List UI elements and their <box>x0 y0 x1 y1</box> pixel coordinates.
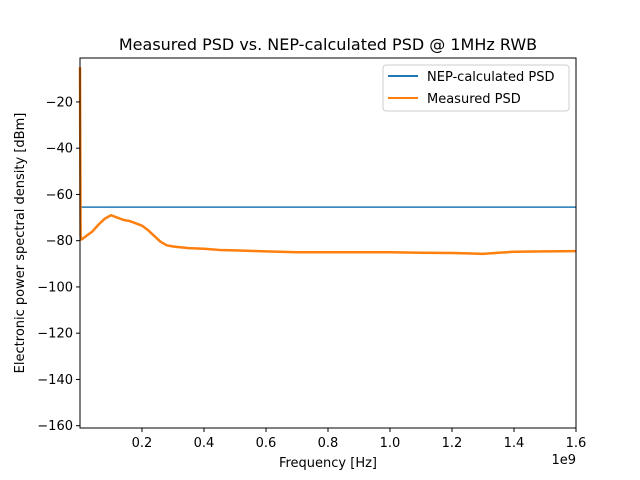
series-line-measured <box>78 67 577 256</box>
x-tick-label: 1.4 <box>504 436 525 451</box>
y-tick-label: −140 <box>37 373 73 388</box>
y-axis-label: Electronic power spectral density [dBm] <box>13 113 28 374</box>
chart-title: Measured PSD vs. NEP-calculated PSD @ 1M… <box>119 35 537 54</box>
legend-frame <box>382 64 570 112</box>
plot-area <box>80 58 576 428</box>
x-tick-label: 1.2 <box>442 436 463 451</box>
y-tick-label: −80 <box>46 234 73 249</box>
y-tick-label: −160 <box>37 419 73 434</box>
legend-label-measured: Measured PSD <box>427 92 521 107</box>
y-tick-label: −20 <box>46 95 73 110</box>
y-axis: −20 −40 −60 −80 −100 −120 −140 −160 <box>37 95 80 434</box>
x-tick-label: 0.2 <box>132 436 153 451</box>
legend-label-nep: NEP-calculated PSD <box>427 70 554 85</box>
y-tick-label: −40 <box>46 142 73 157</box>
x-tick-label: 0.8 <box>318 436 339 451</box>
y-tick-label: −60 <box>46 188 73 203</box>
x-axis-label: Frequency [Hz] <box>279 456 377 471</box>
x-tick-label: 1.0 <box>380 436 401 451</box>
y-tick-label: −120 <box>37 327 73 342</box>
x-axis: 0.2 0.4 0.6 0.8 1.0 1.2 1.4 1.6 <box>132 428 587 451</box>
x-tick-label: 0.4 <box>194 436 215 451</box>
series-layer <box>78 67 577 256</box>
x-tick-label: 1.6 <box>566 436 587 451</box>
x-tick-label: 0.6 <box>256 436 277 451</box>
legend: NEP-calculated PSD Measured PSD <box>382 64 570 112</box>
y-tick-label: −100 <box>37 280 73 295</box>
x-axis-offset-label: 1e9 <box>551 453 576 468</box>
